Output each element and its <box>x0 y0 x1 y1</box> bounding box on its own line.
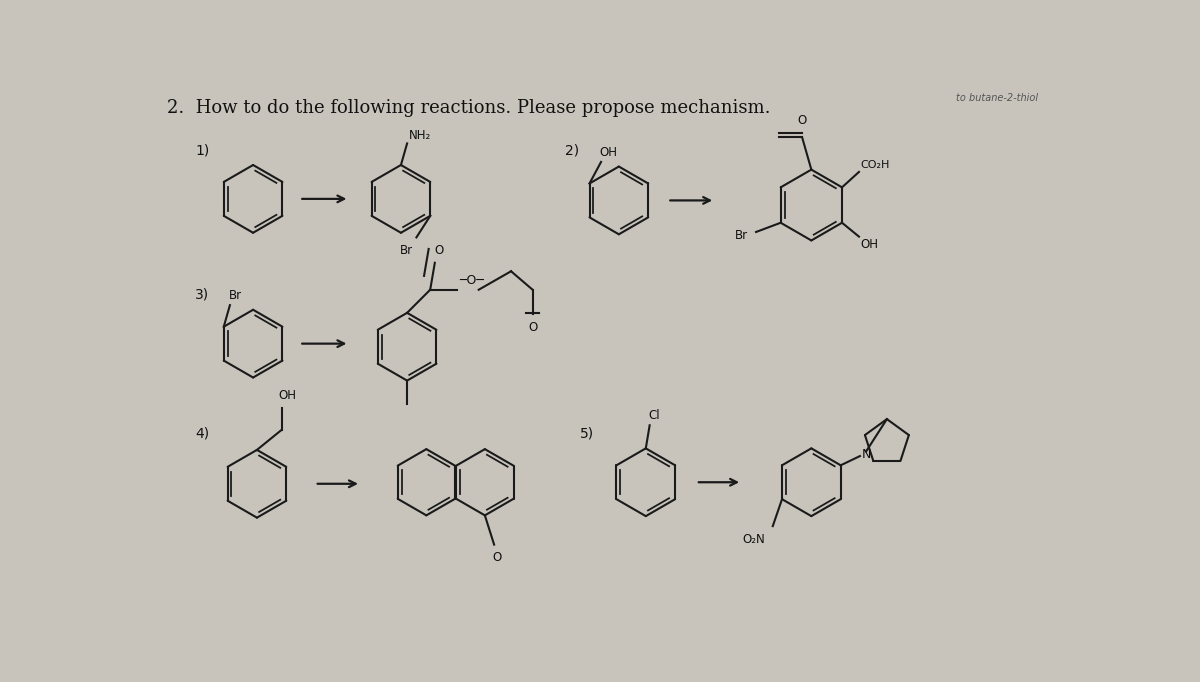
Text: OH: OH <box>860 238 878 251</box>
Text: to butane-2-thiol: to butane-2-thiol <box>956 93 1038 102</box>
Text: O: O <box>798 113 806 126</box>
Text: Cl: Cl <box>648 409 660 422</box>
Text: Br: Br <box>228 289 241 302</box>
Text: Br: Br <box>734 228 748 241</box>
Text: O: O <box>528 321 538 333</box>
Text: 5): 5) <box>581 426 594 440</box>
Text: OH: OH <box>278 389 296 402</box>
Text: ─O─: ─O─ <box>460 273 485 286</box>
Text: CO₂H: CO₂H <box>860 160 890 170</box>
Text: OH: OH <box>600 146 618 159</box>
Text: Br: Br <box>400 243 413 256</box>
Text: NH₂: NH₂ <box>409 129 431 142</box>
Text: 3): 3) <box>196 287 210 301</box>
Text: 2.  How to do the following reactions. Please propose mechanism.: 2. How to do the following reactions. Pl… <box>167 99 770 117</box>
Text: O₂N: O₂N <box>743 533 766 546</box>
Text: 2): 2) <box>565 143 580 158</box>
Text: 1): 1) <box>196 143 210 158</box>
Text: N: N <box>862 448 871 461</box>
Text: O: O <box>434 244 444 257</box>
Text: 4): 4) <box>196 426 210 440</box>
Text: O: O <box>492 551 502 564</box>
